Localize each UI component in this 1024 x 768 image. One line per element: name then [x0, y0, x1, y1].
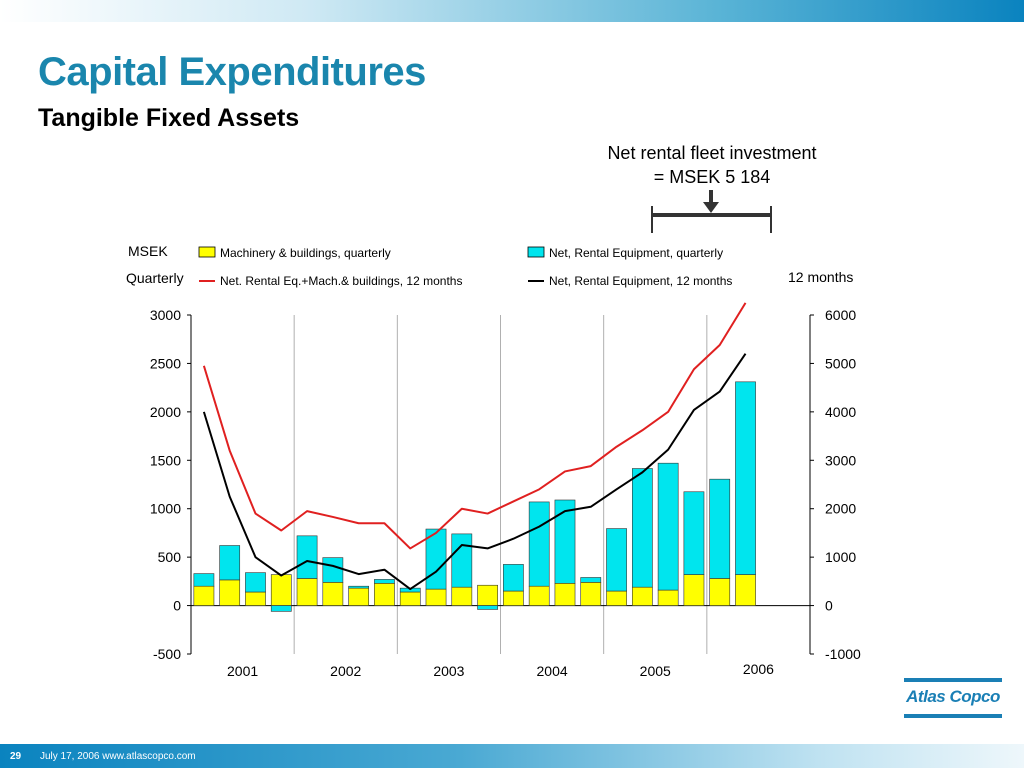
left-tick-label: 1500	[150, 452, 181, 468]
callout-line1: Net rental fleet investment	[607, 143, 817, 163]
bar-rental	[657, 462, 679, 591]
legend-swatch-rental	[527, 246, 545, 258]
right-axis-label: 12 months	[788, 269, 853, 285]
footer-bar: 29 July 17, 2006 www.atlascopco.com	[0, 744, 1024, 768]
bar-machinery	[296, 578, 318, 606]
bar-machinery	[580, 582, 602, 606]
right-tick-label: 1000	[825, 549, 856, 565]
bar-machinery	[193, 585, 215, 606]
bar-rental	[580, 577, 602, 583]
bar-rental	[374, 579, 395, 584]
left-tick-label: 2000	[150, 404, 181, 420]
year-label-2004: 2004	[537, 663, 568, 679]
callout-bracket	[651, 190, 772, 233]
right-tick-label: 3000	[825, 452, 856, 468]
bar-machinery	[374, 582, 395, 606]
bar-machinery	[425, 588, 447, 606]
legend-label-rental-12m: Net, Rental Equipment, 12 months	[549, 274, 732, 288]
bar-rental	[477, 605, 498, 610]
bar-rental	[554, 499, 576, 584]
legend-label-rental: Net, Rental Equipment, quarterly	[549, 246, 723, 260]
bar-machinery	[322, 582, 344, 606]
left-tick-label: -500	[153, 646, 181, 662]
bar-machinery	[503, 590, 524, 606]
bar-machinery	[399, 591, 421, 606]
capex-chart: MSEK Quarterly 12 months Machinery & bui…	[126, 190, 861, 679]
bar-machinery	[657, 589, 679, 606]
callout-line2: = MSEK 5 184	[653, 167, 771, 187]
left-tick-label: 0	[173, 598, 181, 614]
bar-rental	[735, 381, 756, 575]
footer-text: July 17, 2006 www.atlascopco.com	[40, 751, 196, 762]
bar-machinery	[554, 582, 576, 606]
year-label-2002: 2002	[330, 663, 361, 679]
bar-machinery	[606, 590, 627, 606]
line-total-12m	[202, 302, 747, 550]
bar-rental	[245, 572, 266, 593]
bar-machinery	[528, 585, 550, 606]
left-axis-label-quarterly: Quarterly	[126, 270, 184, 286]
legend-swatch-machinery	[198, 246, 216, 258]
page-number: 29	[10, 751, 22, 762]
bar-machinery	[709, 578, 731, 606]
bar-machinery	[270, 574, 292, 606]
bar-rental	[451, 533, 473, 588]
bar-machinery	[683, 574, 705, 606]
right-tick-label: 4000	[825, 404, 856, 420]
bar-rental	[270, 605, 292, 612]
bar-rental	[193, 573, 215, 587]
bar-rental	[296, 535, 318, 579]
logo-text: Atlas Copco	[906, 687, 1000, 706]
bar-rental	[683, 491, 705, 575]
legend-label-total: Net. Rental Eq.+Mach.& buildings, 12 mon…	[220, 274, 462, 288]
top-banner	[0, 0, 1024, 22]
bar-machinery	[477, 584, 498, 606]
left-tick-label: 2500	[150, 355, 181, 371]
bar-rental	[348, 585, 370, 589]
legend-label-machinery: Machinery & buildings, quarterly	[220, 246, 391, 260]
slide-title: Capital Expenditures	[38, 50, 426, 94]
legend: Machinery & buildings, quarterly Net, Re…	[198, 246, 732, 288]
left-tick-label: 500	[158, 549, 182, 565]
bar-machinery	[245, 591, 266, 606]
left-tick-label: 1000	[150, 501, 181, 517]
callout-text: Net rental fleet investment = MSEK 5 184	[582, 141, 842, 189]
right-tick-label: 2000	[825, 501, 856, 517]
year-label-2001: 2001	[227, 663, 258, 679]
bar-rental	[709, 478, 731, 579]
bar-rental	[503, 564, 524, 592]
right-tick-label: 5000	[825, 355, 856, 371]
bar-machinery	[219, 579, 241, 606]
year-label-2005: 2005	[640, 663, 671, 679]
down-arrow-icon	[703, 202, 719, 213]
bar-rental	[322, 557, 344, 583]
line-rental-12m	[202, 353, 747, 591]
slide-subtitle: Tangible Fixed Assets	[38, 104, 300, 132]
bar-rental	[219, 545, 241, 581]
atlas-copco-logo: Atlas Copco	[904, 678, 1002, 722]
year-label-2006: 2006	[743, 661, 774, 677]
left-tick-label: 3000	[150, 307, 181, 323]
bar-machinery	[631, 586, 653, 606]
bar-rental	[528, 501, 550, 587]
right-tick-label: 6000	[825, 307, 856, 323]
right-tick-label: -1000	[825, 646, 861, 662]
bar-rental	[606, 528, 627, 592]
right-tick-label: 0	[825, 598, 833, 614]
year-label-2003: 2003	[433, 663, 464, 679]
bar-machinery	[348, 587, 370, 606]
bar-machinery	[451, 586, 473, 606]
left-axis-label-msek: MSEK	[128, 243, 168, 259]
bar-machinery	[735, 574, 756, 606]
bar-rental	[631, 468, 653, 588]
plot-area: 300025002000150010005000-500600050004000…	[150, 302, 861, 679]
